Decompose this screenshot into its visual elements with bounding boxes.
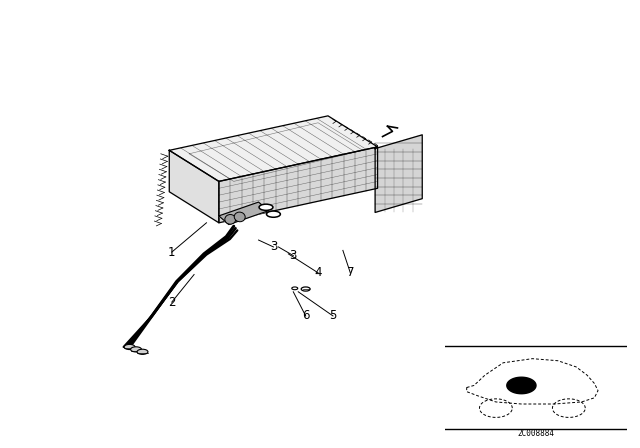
Polygon shape [219,147,378,223]
Polygon shape [507,377,536,394]
Ellipse shape [301,287,310,291]
Polygon shape [169,151,219,223]
Ellipse shape [137,349,148,354]
Text: 5: 5 [329,310,337,323]
Ellipse shape [131,347,141,352]
Text: 1: 1 [168,246,175,258]
Polygon shape [375,135,422,212]
Text: 2: 2 [168,296,175,309]
Text: 2C008884: 2C008884 [518,429,554,438]
Polygon shape [169,116,378,181]
Ellipse shape [124,345,135,349]
Ellipse shape [259,204,273,211]
Ellipse shape [234,212,245,222]
Text: 3: 3 [289,249,297,262]
Text: 4: 4 [314,266,322,279]
Text: 7: 7 [347,266,354,279]
Ellipse shape [225,215,236,224]
Polygon shape [219,202,269,224]
Ellipse shape [266,211,280,217]
Text: 6: 6 [302,310,309,323]
Text: 3: 3 [269,241,277,254]
Ellipse shape [292,287,298,290]
